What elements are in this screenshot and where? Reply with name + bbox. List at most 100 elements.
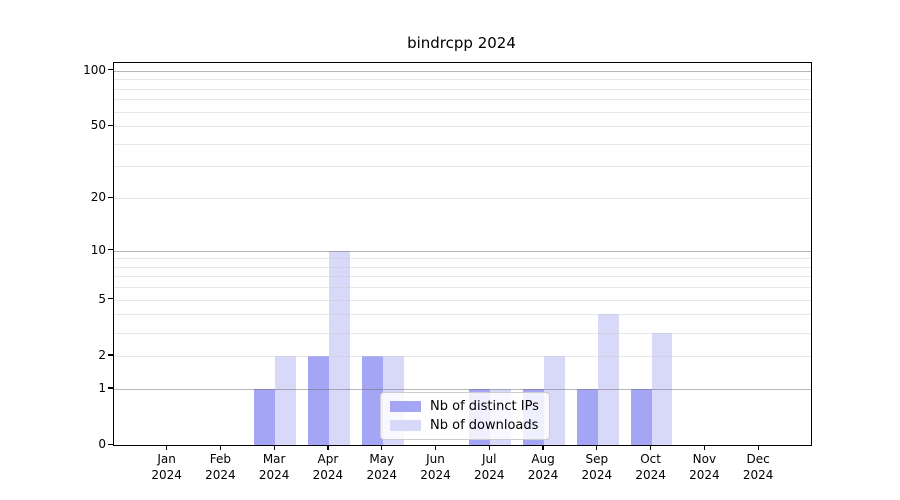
bar-nb-of-distinct-ips-mar bbox=[254, 388, 276, 445]
x-tick-yearline: 2024 bbox=[689, 468, 720, 482]
bar-nb-of-distinct-ips-oct bbox=[630, 388, 652, 445]
y-tick-label-100: 100 bbox=[83, 62, 106, 77]
x-tick-month: Apr bbox=[317, 452, 339, 466]
gridline-y-1 bbox=[114, 388, 811, 390]
x-tick-month: Nov bbox=[692, 452, 717, 466]
x-tick-feb bbox=[219, 445, 222, 451]
x-tick-apr bbox=[327, 445, 329, 451]
x-tick-month: Jul bbox=[482, 452, 497, 466]
y-tick-20 bbox=[108, 196, 113, 198]
gridline-y-90 bbox=[114, 79, 811, 81]
x-tick-label-jan: Jan 2024 bbox=[135, 451, 199, 483]
y-tick-label-1: 1 bbox=[98, 380, 106, 395]
plot-area bbox=[113, 62, 812, 446]
x-tick-may bbox=[381, 445, 383, 451]
gridline-y-9 bbox=[114, 258, 811, 260]
x-tick-month: May bbox=[369, 452, 395, 466]
x-tick-yearline: 2024 bbox=[151, 468, 182, 482]
x-tick-yearline: 2024 bbox=[581, 468, 613, 482]
x-tick-label-nov: Nov 2024 bbox=[672, 451, 736, 483]
x-tick-label-oct: Oct 2024 bbox=[619, 451, 683, 483]
gridline-y-2 bbox=[114, 355, 811, 357]
legend-label-downloads: Nb of downloads bbox=[430, 418, 539, 433]
y-tick-5 bbox=[108, 298, 113, 300]
x-tick-yearline: 2024 bbox=[312, 468, 344, 482]
y-tick-label-20: 20 bbox=[90, 190, 106, 205]
x-tick-label-apr: Apr 2024 bbox=[296, 451, 360, 483]
bar-nb-of-downloads-sep bbox=[597, 314, 619, 445]
y-tick-label-50: 50 bbox=[90, 118, 106, 133]
x-tick-yearline: 2024 bbox=[205, 468, 236, 482]
x-tick-yearline: 2024 bbox=[527, 468, 559, 482]
gridline-y-4 bbox=[114, 314, 811, 316]
x-tick-label-aug: Aug 2024 bbox=[511, 451, 575, 483]
x-tick-oct bbox=[649, 445, 652, 451]
x-tick-label-feb: Feb 2024 bbox=[188, 451, 252, 483]
y-tick-label-10: 10 bbox=[90, 242, 106, 257]
x-tick-month: Sep bbox=[585, 452, 609, 466]
gridline-y-100 bbox=[114, 70, 811, 72]
legend-item-distinct-ips: Nb of distinct IPs bbox=[390, 399, 539, 414]
x-tick-label-jul: Jul 2024 bbox=[457, 451, 521, 483]
gridline-y-40 bbox=[114, 143, 811, 145]
legend: Nb of distinct IPs Nb of downloads bbox=[380, 392, 550, 440]
gridline-y-80 bbox=[114, 88, 811, 90]
y-tick-label-2: 2 bbox=[98, 347, 106, 362]
x-tick-jan bbox=[165, 445, 168, 451]
x-tick-label-dec: Dec 2024 bbox=[726, 451, 790, 483]
x-tick-label-sep: Sep 2024 bbox=[565, 451, 629, 483]
x-tick-mar bbox=[273, 445, 275, 451]
bar-nb-of-downloads-apr bbox=[328, 250, 350, 445]
y-tick-10 bbox=[108, 249, 113, 251]
y-tick-1 bbox=[108, 387, 113, 389]
x-tick-month: Feb bbox=[209, 452, 231, 466]
bar-nb-of-distinct-ips-may bbox=[361, 355, 383, 445]
gridline-y-50 bbox=[114, 126, 811, 128]
chart-title: bindrcpp 2024 bbox=[407, 34, 516, 52]
y-tick-0 bbox=[108, 443, 113, 445]
x-tick-month: Jun bbox=[426, 452, 445, 466]
x-tick-yearline: 2024 bbox=[635, 468, 666, 482]
gridline-y-30 bbox=[114, 166, 811, 168]
x-tick-month: Oct bbox=[640, 452, 661, 466]
x-tick-jul bbox=[488, 445, 490, 451]
x-tick-yearline: 2024 bbox=[258, 468, 290, 482]
gridline-y-70 bbox=[114, 99, 811, 101]
x-tick-sep bbox=[596, 445, 598, 451]
x-tick-yearline: 2024 bbox=[473, 468, 505, 482]
gridline-y-6 bbox=[114, 287, 811, 289]
gridline-y-8 bbox=[114, 266, 811, 268]
x-tick-jun bbox=[434, 445, 437, 451]
y-tick-label-5: 5 bbox=[98, 291, 106, 306]
x-tick-label-may: May 2024 bbox=[350, 451, 414, 483]
y-tick-50 bbox=[108, 124, 113, 126]
gridline-y-7 bbox=[114, 276, 811, 278]
gridline-y-10 bbox=[114, 250, 811, 252]
legend-swatch-downloads bbox=[390, 420, 421, 431]
x-tick-month: Mar bbox=[262, 452, 286, 466]
x-tick-yearline: 2024 bbox=[742, 468, 774, 482]
x-tick-label-jun: Jun 2024 bbox=[404, 451, 468, 483]
x-tick-month: Jan bbox=[157, 452, 176, 466]
x-tick-month: Aug bbox=[531, 452, 555, 466]
x-tick-month: Dec bbox=[746, 452, 770, 466]
y-tick-label-0: 0 bbox=[98, 437, 106, 451]
x-tick-aug bbox=[542, 445, 544, 451]
y-tick-100 bbox=[108, 69, 113, 71]
x-tick-yearline: 2024 bbox=[420, 468, 451, 482]
x-tick-dec bbox=[757, 445, 759, 451]
x-tick-nov bbox=[703, 445, 706, 451]
x-tick-yearline: 2024 bbox=[366, 468, 397, 482]
x-tick-label-mar: Mar 2024 bbox=[242, 451, 306, 483]
bar-nb-of-distinct-ips-sep bbox=[577, 388, 598, 445]
gridline-y-60 bbox=[114, 111, 811, 113]
y-tick-2 bbox=[108, 354, 113, 356]
bar-nb-of-distinct-ips-apr bbox=[308, 355, 329, 445]
legend-swatch-distinct-ips bbox=[390, 401, 421, 412]
gridline-y-5 bbox=[114, 299, 811, 301]
legend-item-downloads: Nb of downloads bbox=[390, 418, 539, 433]
gridline-y-3 bbox=[114, 332, 811, 334]
gridline-y-20 bbox=[114, 198, 811, 200]
bar-nb-of-downloads-mar bbox=[275, 355, 296, 445]
